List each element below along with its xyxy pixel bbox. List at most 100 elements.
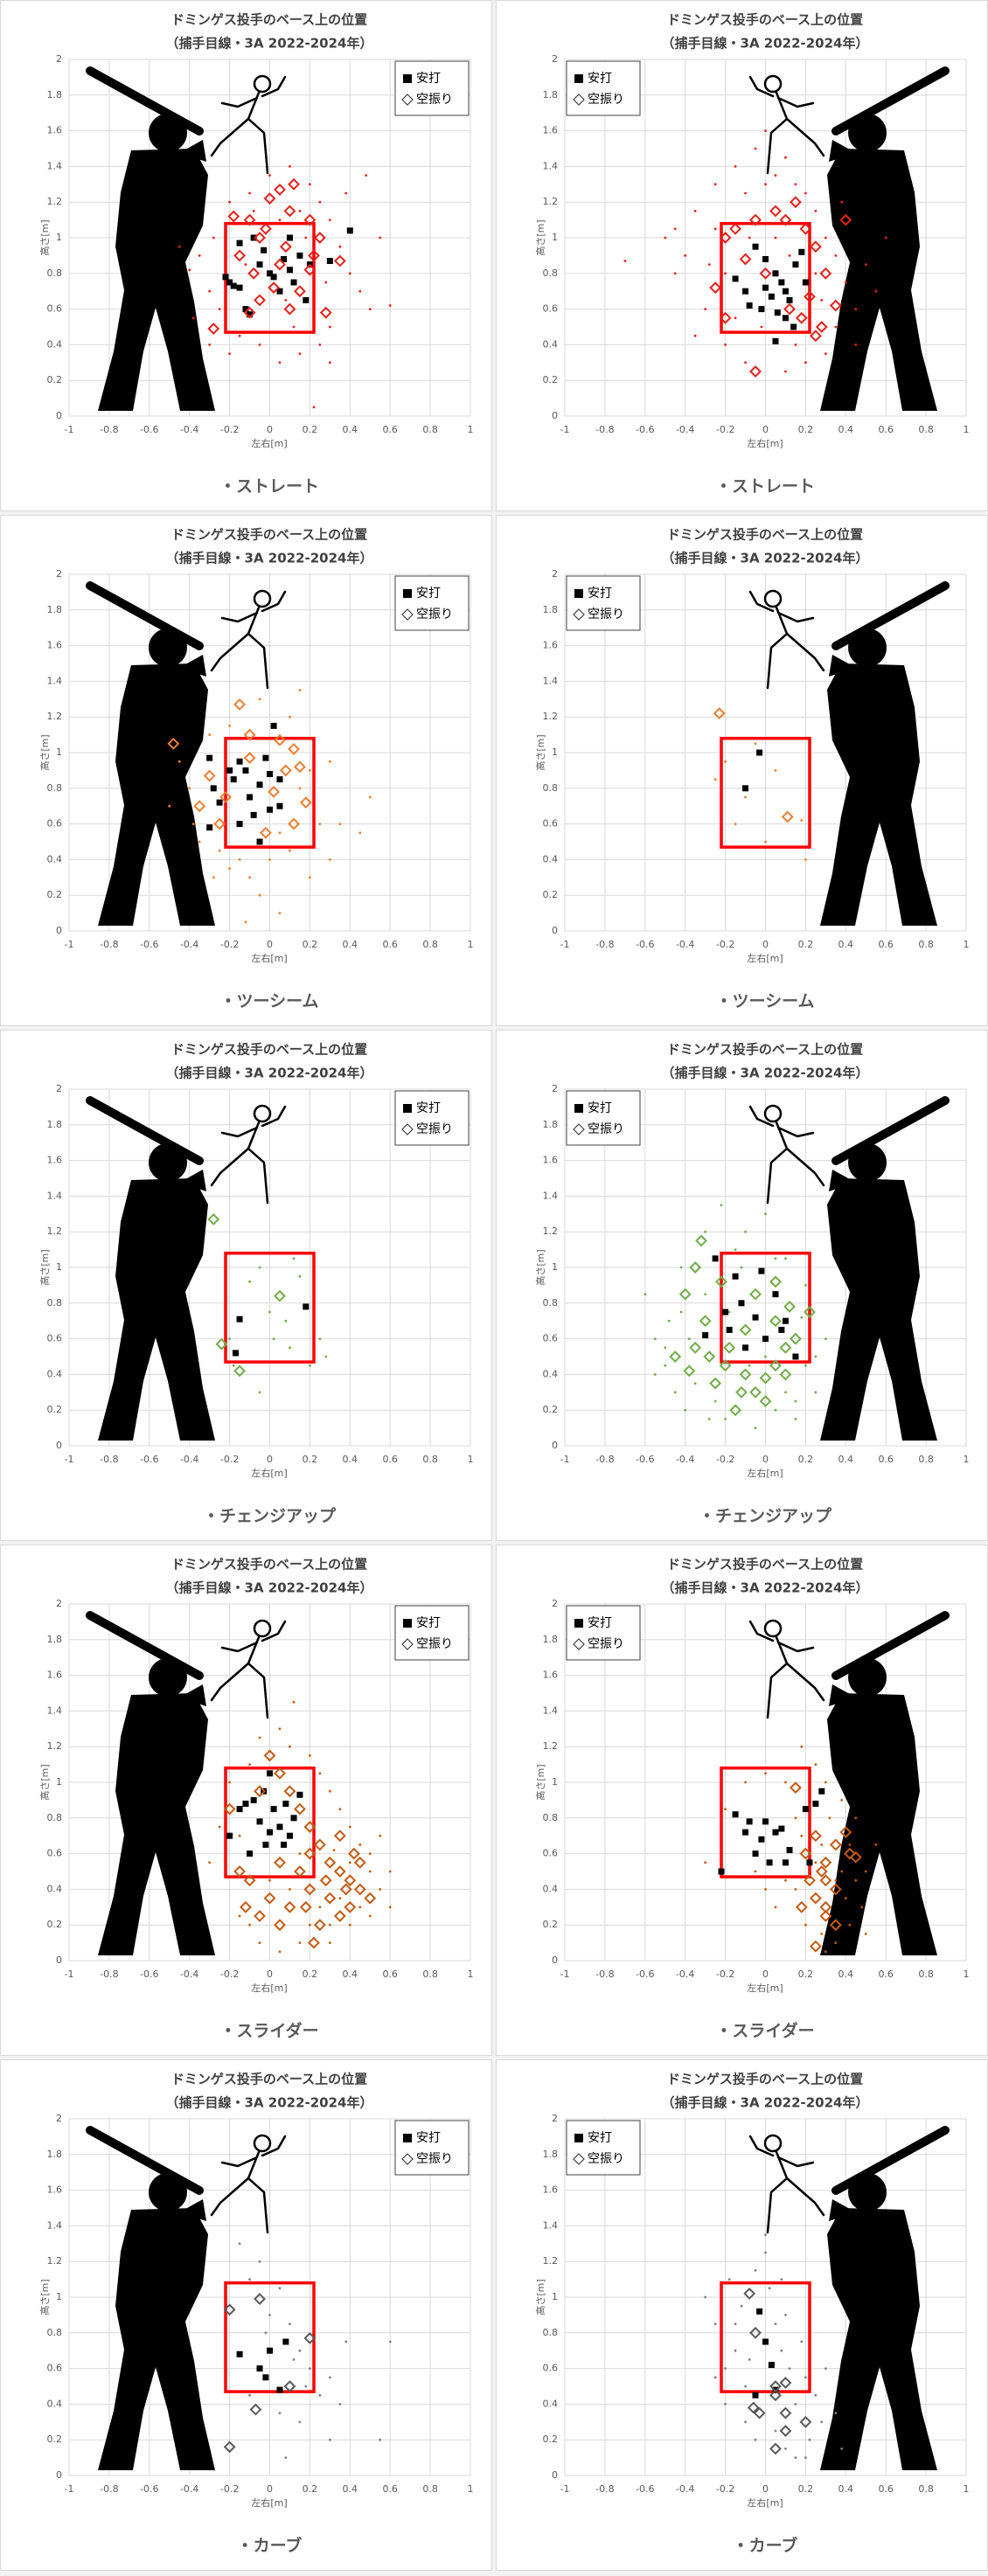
x-axis-label: 左右[m] xyxy=(251,1467,287,1479)
pitch-dot xyxy=(324,1355,328,1358)
y-tick-label: 0.8 xyxy=(543,1297,559,1309)
y-tick-label: 0.4 xyxy=(543,2398,559,2409)
pitch-dot xyxy=(248,876,251,879)
hit-marker xyxy=(276,776,283,783)
whiff-marker xyxy=(294,285,306,298)
pitch-dot xyxy=(244,263,247,266)
pitch-dot xyxy=(258,893,261,897)
x-tick-label: 0.6 xyxy=(878,424,894,435)
pitch-dot xyxy=(840,1799,844,1802)
x-tick-label: 1 xyxy=(468,939,474,950)
pitch-dot xyxy=(713,183,717,186)
x-tick-label: 0.2 xyxy=(798,1968,814,1980)
pitch-dot xyxy=(800,2340,804,2343)
y-axis-label: 高さ[m] xyxy=(38,734,51,770)
pitch-dot xyxy=(298,1852,302,1855)
x-tick-label: 0.6 xyxy=(382,1454,398,1465)
y-tick-label: 0.6 xyxy=(47,1333,63,1344)
x-tick-label: 0 xyxy=(762,424,769,435)
whiff-marker xyxy=(259,826,272,839)
pitch-dot xyxy=(784,156,787,159)
whiff-marker xyxy=(779,213,792,226)
x-tick-label: -0.6 xyxy=(636,424,654,435)
pitch-dot xyxy=(298,210,302,212)
pitch-dot xyxy=(774,236,777,240)
hit-marker xyxy=(247,311,254,318)
whiff-marker xyxy=(279,240,292,253)
whiff-marker xyxy=(829,1838,842,1851)
x-tick-label: -0.4 xyxy=(676,1968,694,1980)
whiff-marker xyxy=(779,2377,792,2389)
hit-marker xyxy=(282,2338,289,2345)
hit-marker xyxy=(247,1850,254,1857)
hit-marker xyxy=(768,2362,775,2369)
hit-marker xyxy=(262,2374,269,2381)
pitch-dot xyxy=(278,1727,282,1731)
pitch-dot xyxy=(177,245,181,248)
pitch-dot xyxy=(713,227,717,231)
pitch-dot xyxy=(248,1923,251,1927)
whiff-marker xyxy=(303,1883,317,1896)
pitch-dot xyxy=(348,1825,351,1829)
whiff-marker xyxy=(809,330,822,343)
whiff-marker xyxy=(213,817,226,830)
pitch-dot xyxy=(244,920,247,924)
whiff-marker xyxy=(303,1847,317,1860)
pitch-dot xyxy=(667,1319,671,1323)
x-tick-label: 0.4 xyxy=(838,939,854,950)
pitch-dot xyxy=(318,823,322,825)
pitch-dot xyxy=(379,2438,382,2441)
y-tick-label: 2 xyxy=(56,1598,62,1609)
y-tick-label: 0.8 xyxy=(47,782,63,794)
x-tick-label: -1 xyxy=(65,1454,74,1465)
pitch-dot xyxy=(713,2323,717,2325)
pitch-dot xyxy=(774,1408,777,1412)
pitch-dot xyxy=(289,715,291,719)
strike-zone xyxy=(720,736,811,849)
x-tick-label: 0.2 xyxy=(798,1454,814,1465)
legend-box xyxy=(566,60,641,116)
whiff-marker xyxy=(243,752,256,765)
pitch-dot xyxy=(328,325,331,329)
pitch-dot xyxy=(289,2323,291,2325)
whiff-marker xyxy=(719,1359,732,1372)
pitch-dot xyxy=(328,2438,331,2441)
hit-marker xyxy=(786,296,793,303)
hit-marker xyxy=(756,749,763,756)
pitch-dot xyxy=(388,1906,392,1909)
x-tick-label: 0.8 xyxy=(918,2483,934,2495)
chart-subtitle: （捕手目線・3A 2022-2024年） xyxy=(166,2095,373,2111)
pitch-dot xyxy=(218,1825,221,1829)
hit-marker xyxy=(230,282,237,289)
x-tick-label: 0 xyxy=(762,1454,769,1465)
pitch-dot xyxy=(177,760,181,763)
pitch-caption: ・ツーシーム xyxy=(219,992,318,1011)
hit-marker xyxy=(746,302,753,309)
pitch-dot xyxy=(278,912,282,914)
legend-label: 安打 xyxy=(416,2130,441,2145)
pitch-dot xyxy=(854,344,858,346)
whiff-marker xyxy=(695,1234,707,1247)
whiff-marker xyxy=(319,1874,332,1887)
whiff-marker xyxy=(263,1749,276,1762)
pitch-dot xyxy=(784,2314,787,2316)
strike-zone xyxy=(720,2281,811,2393)
pitch-dot xyxy=(794,2456,797,2459)
hit-marker xyxy=(762,2338,769,2345)
legend-marker xyxy=(401,94,414,106)
pitch-dot xyxy=(238,1914,241,1918)
pitch-dot xyxy=(800,819,804,822)
x-tick-label: 1 xyxy=(964,939,970,950)
x-tick-label: -0.8 xyxy=(595,2483,614,2495)
pitch-dot xyxy=(748,1364,751,1367)
whiff-marker xyxy=(749,2326,762,2339)
x-tick-label: 0.6 xyxy=(382,2483,398,2495)
pitch-dot xyxy=(874,1843,878,1846)
x-axis-label: 左右[m] xyxy=(251,2496,287,2509)
legend-marker xyxy=(573,1123,585,1135)
pitch-dot xyxy=(804,858,807,861)
pitch-dot xyxy=(748,2358,751,2361)
hit-marker xyxy=(812,1800,819,1807)
whiff-marker xyxy=(809,1830,822,1843)
